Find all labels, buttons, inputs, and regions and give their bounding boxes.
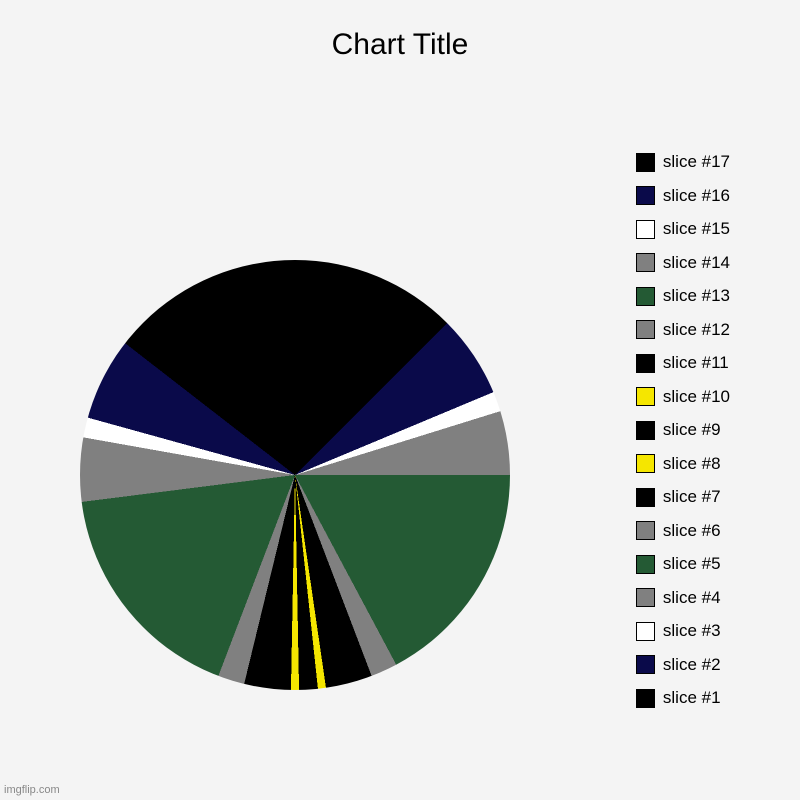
legend-swatch [636, 220, 655, 239]
legend: slice #17 slice #16 slice #15 slice #14 slic… [636, 152, 730, 708]
legend-swatch [636, 287, 655, 306]
legend-label: slice #6 [663, 521, 721, 541]
legend-label: slice #4 [663, 588, 721, 608]
legend-item: slice #3 [636, 621, 730, 641]
legend-label: slice #13 [663, 286, 730, 306]
legend-swatch [636, 354, 655, 373]
legend-item: slice #6 [636, 521, 730, 541]
legend-item: slice #15 [636, 219, 730, 239]
legend-item: slice #5 [636, 554, 730, 574]
legend-swatch [636, 186, 655, 205]
legend-swatch [636, 320, 655, 339]
legend-label: slice #5 [663, 554, 721, 574]
legend-swatch [636, 454, 655, 473]
legend-swatch [636, 153, 655, 172]
legend-swatch [636, 555, 655, 574]
legend-swatch [636, 421, 655, 440]
legend-item: slice #9 [636, 420, 730, 440]
legend-label: slice #2 [663, 655, 721, 675]
legend-item: slice #11 [636, 353, 730, 373]
legend-item: slice #17 [636, 152, 730, 172]
legend-label: slice #10 [663, 387, 730, 407]
legend-label: slice #3 [663, 621, 721, 641]
legend-label: slice #11 [663, 353, 729, 373]
legend-swatch [636, 689, 655, 708]
legend-item: slice #1 [636, 688, 730, 708]
legend-label: slice #12 [663, 320, 730, 340]
legend-item: slice #12 [636, 320, 730, 340]
legend-swatch [636, 655, 655, 674]
legend-label: slice #1 [663, 688, 721, 708]
legend-item: slice #2 [636, 655, 730, 675]
chart-container: Chart Title slice #17slice #16slice #15s… [0, 0, 800, 800]
legend-swatch [636, 253, 655, 272]
legend-label: slice #15 [663, 219, 730, 239]
legend-item: slice #16 [636, 186, 730, 206]
watermark: imgflip.com [4, 784, 60, 796]
legend-swatch [636, 588, 655, 607]
legend-swatch [636, 521, 655, 540]
legend-item: slice #13 [636, 286, 730, 306]
legend-label: slice #14 [663, 253, 730, 273]
legend-item: slice #4 [636, 588, 730, 608]
legend-label: slice #9 [663, 420, 721, 440]
pie-chart [80, 260, 510, 690]
chart-title: Chart Title [0, 28, 800, 62]
legend-label: slice #16 [663, 186, 730, 206]
legend-item: slice #8 [636, 454, 730, 474]
legend-label: slice #8 [663, 454, 721, 474]
legend-label: slice #7 [663, 487, 721, 507]
legend-item: slice #7 [636, 487, 730, 507]
legend-item: slice #10 [636, 387, 730, 407]
legend-swatch [636, 488, 655, 507]
legend-item: slice #14 [636, 253, 730, 273]
legend-swatch [636, 387, 655, 406]
legend-label: slice #17 [663, 152, 730, 172]
legend-swatch [636, 622, 655, 641]
